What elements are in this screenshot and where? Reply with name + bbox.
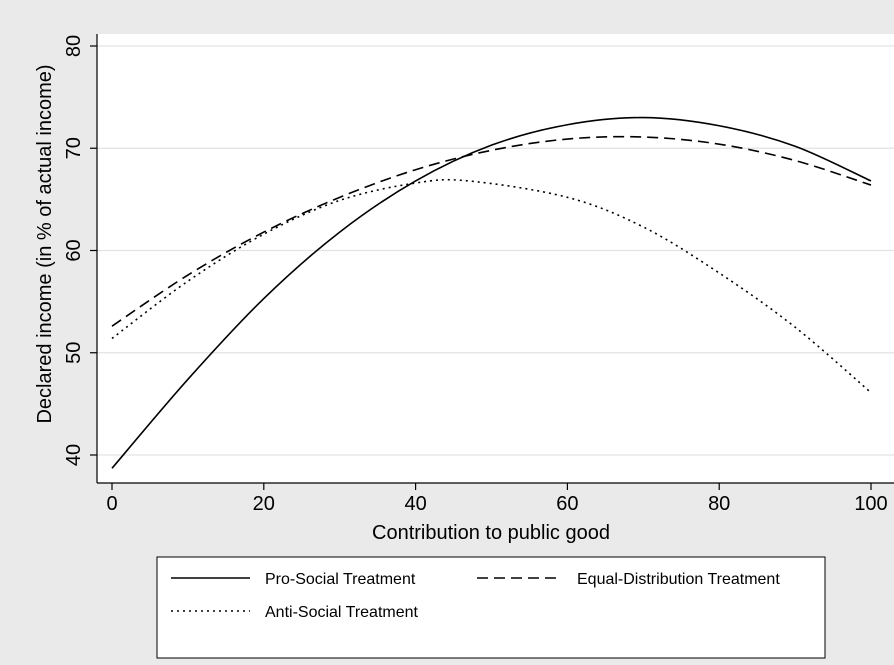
x-tick-label: 100 bbox=[854, 493, 887, 515]
x-tick-label: 60 bbox=[556, 493, 578, 515]
x-tick-label: 20 bbox=[253, 493, 275, 515]
legend: Pro-Social Treatment Equal-Distribution T… bbox=[156, 556, 826, 659]
x-tick-label: 80 bbox=[708, 493, 730, 515]
y-tick-label: 60 bbox=[63, 239, 85, 261]
axes: 40 50 60 70 80 0 20 40 60 80 100 bbox=[63, 34, 894, 515]
legend-label-1: Pro-Social Treatment bbox=[265, 571, 416, 588]
series-line-1 bbox=[111, 116, 872, 469]
y-tick-label: 50 bbox=[63, 342, 85, 364]
y-axis-label: Declared income (in % of actual income) bbox=[34, 64, 56, 423]
x-axis-label: Contribution to public good bbox=[372, 522, 610, 544]
legend-label-2: Equal-Distribution Treatment bbox=[577, 571, 780, 588]
y-tick-label: 70 bbox=[63, 137, 85, 159]
legend-box bbox=[156, 556, 826, 659]
series-line-2 bbox=[111, 135, 872, 327]
series-lines bbox=[111, 116, 872, 469]
series-line-3 bbox=[111, 178, 872, 394]
legend-label-3: Anti-Social Treatment bbox=[265, 604, 419, 621]
plot-background bbox=[97, 34, 894, 483]
x-tick-label: 0 bbox=[106, 493, 117, 515]
y-tick-label: 40 bbox=[63, 444, 85, 466]
y-tick-label: 80 bbox=[63, 35, 85, 57]
x-tick-label: 40 bbox=[404, 493, 426, 515]
